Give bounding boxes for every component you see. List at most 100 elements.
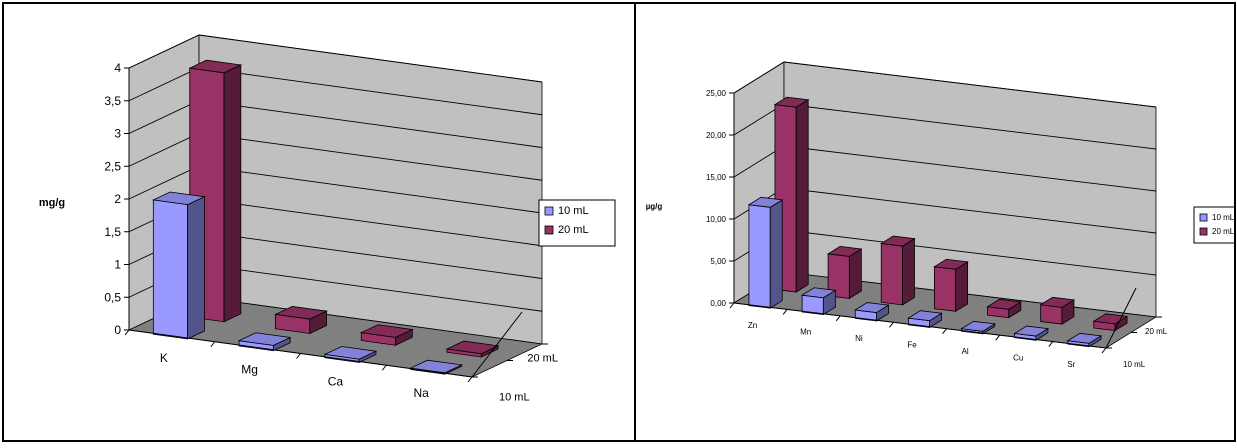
bar-top-face <box>960 320 996 332</box>
bar-side-face <box>223 64 242 323</box>
bar-top-face <box>826 246 863 257</box>
x-tick-mark <box>467 376 473 383</box>
depth-label: 10 mL <box>499 392 530 404</box>
x-axis-line <box>733 302 1107 349</box>
bar-K-10mL <box>151 191 206 340</box>
x-tick-mark <box>1101 347 1107 354</box>
bar-side-face <box>955 261 969 313</box>
x-tick-mark <box>210 341 216 348</box>
legend-label: 10 mL <box>558 205 589 217</box>
depth-label: 10 mL <box>1123 360 1146 369</box>
legend-swatch <box>544 225 554 235</box>
bar-Al-20mL <box>986 298 1022 319</box>
x-tick-mark <box>995 334 1001 341</box>
y-tick-label: 2,5 <box>104 159 121 173</box>
bar-Mn-10mL <box>800 287 837 316</box>
bar-Sr-10mL <box>1066 332 1103 348</box>
x-tick-mark <box>381 364 387 371</box>
y-tick-label: 20,00 <box>706 131 727 140</box>
y-tick-label: 1 <box>114 258 121 272</box>
bar-top-face <box>274 306 328 320</box>
y-tick-label: 3,5 <box>104 94 121 108</box>
category-label: K <box>160 351 168 365</box>
y-tick-label: 0,00 <box>710 299 726 308</box>
bar-top-face <box>359 324 414 338</box>
chart-panel-macro: 0 0,5 1 1,5 2 2,5 3 3,5 4 mg/g K Mg Ca Na 10 mL 20 mL 10… <box>2 2 636 442</box>
y-tick-label: 2 <box>114 192 121 206</box>
depth-label: 20 mL <box>527 353 558 365</box>
y-tick-label: 15,00 <box>706 173 727 182</box>
bar-Na-20mL <box>445 340 500 358</box>
y-axis-label: mg/g <box>39 197 65 209</box>
bar-top-face <box>1092 313 1129 325</box>
bar-side-face <box>848 248 862 300</box>
trace-elements-chart: 0,00 5,00 10,00 15,00 20,00 25,00 µg/g Zn Mn Ni Fe… <box>646 61 1235 369</box>
bar-Ni-20mL <box>880 235 916 306</box>
y-tick-label: 1,5 <box>104 225 121 239</box>
category-label: Ni <box>855 334 863 343</box>
y-axis-label: µg/g <box>646 202 663 211</box>
depth-label: 20 mL <box>1145 327 1168 336</box>
category-label: Ca <box>328 374 344 388</box>
category-label: Sr <box>1067 360 1075 369</box>
bar-side-face <box>187 196 205 340</box>
y-tick-label: 3 <box>114 127 121 141</box>
x-tick-mark <box>889 321 894 328</box>
x-tick-mark <box>124 329 130 336</box>
bar-top-face <box>1013 325 1050 337</box>
bar-Ca-20mL <box>359 324 414 346</box>
category-label: Al <box>962 347 969 356</box>
y-tick-label: 5,00 <box>710 257 726 266</box>
bar-front-face <box>152 199 189 340</box>
bar-top-face <box>986 298 1022 310</box>
macro-elements-chart: 0 0,5 1 1,5 2 2,5 3 3,5 4 mg/g K Mg Ca Na 10 mL 20 mL 10… <box>39 34 616 404</box>
category-label: Zn <box>748 321 757 330</box>
y-tick-label: 4 <box>114 61 121 75</box>
bar-front-face <box>933 266 957 312</box>
x-tick-mark <box>729 302 735 309</box>
y-tick-label: 0,5 <box>104 290 121 304</box>
x-tick-mark <box>942 328 947 335</box>
category-label: Mn <box>800 328 811 337</box>
x-tick-mark <box>296 353 301 359</box>
bar-top-face <box>188 59 243 74</box>
x-tick-mark <box>1048 341 1054 347</box>
gridline <box>128 34 543 83</box>
bar-top-face <box>747 196 784 208</box>
bar-top-face <box>907 310 943 322</box>
bar-Mn-20mL <box>826 246 863 300</box>
bar-top-face <box>773 96 810 108</box>
bar-top-face <box>151 191 206 206</box>
bar-Cu-20mL <box>1039 296 1076 325</box>
y-tick-label: 25,00 <box>706 89 727 98</box>
category-label: Mg <box>241 363 258 377</box>
bar-top-face <box>323 346 378 360</box>
bar-top-face <box>800 287 837 299</box>
legend-label: 10 mL <box>1212 213 1235 222</box>
bar-side-face <box>902 237 915 306</box>
y-tick-label: 0 <box>114 323 121 337</box>
bar-front-face <box>880 243 903 306</box>
x-tick-mark <box>782 309 788 315</box>
depth-axis-line <box>471 311 523 378</box>
legend-label: 20 mL <box>558 224 589 236</box>
legend-swatch <box>1199 213 1208 222</box>
depth-axis-line <box>1105 287 1137 349</box>
legend-swatch <box>1199 227 1208 236</box>
category-label: Cu <box>1013 353 1023 362</box>
category-label: Fe <box>907 341 917 350</box>
x-tick-mark <box>835 315 841 322</box>
y-tick-label: 10,00 <box>706 215 727 224</box>
bar-top-face <box>237 332 292 346</box>
bar-top-face <box>854 302 890 313</box>
bar-top-face <box>445 340 500 355</box>
bar-top-face <box>1039 296 1076 308</box>
bar-Sr-20mL <box>1092 313 1129 332</box>
bar-Zn-10mL <box>747 196 784 309</box>
bar-front-face <box>1040 304 1063 325</box>
legend-box <box>1193 206 1234 244</box>
gridline <box>733 61 1157 108</box>
legend-swatch <box>544 206 554 216</box>
bar-side-face <box>769 199 783 309</box>
bar-top-face <box>1066 332 1103 344</box>
